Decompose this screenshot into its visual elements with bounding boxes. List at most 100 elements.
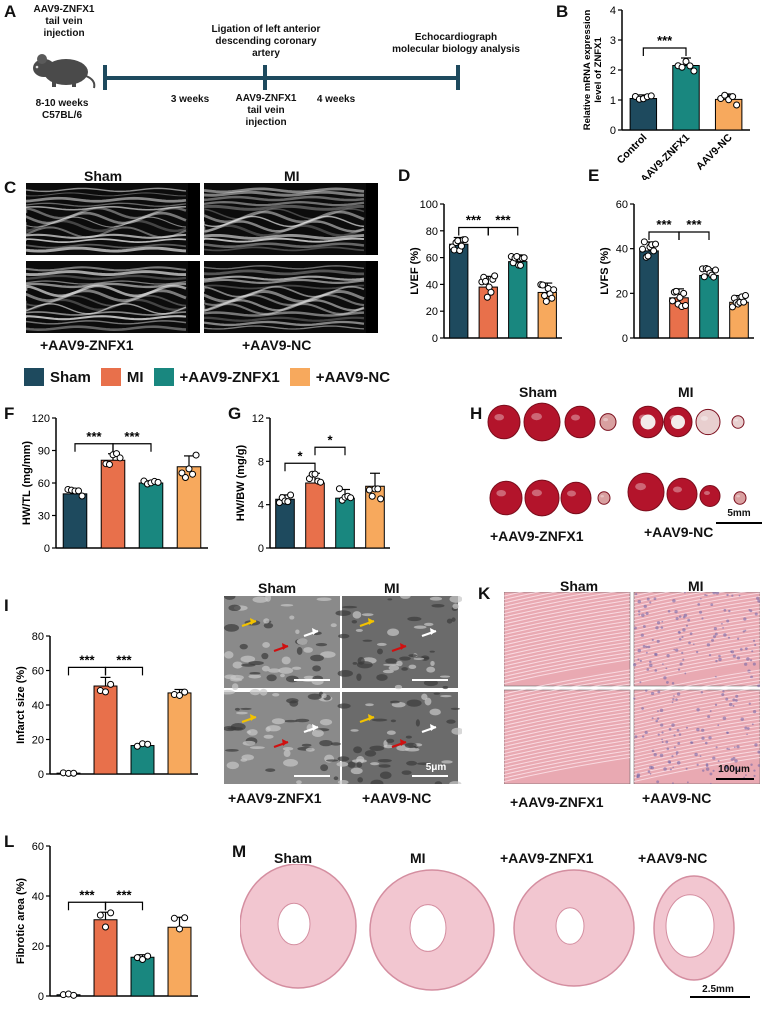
data-point: [638, 245, 646, 253]
timeline-axis: [103, 65, 460, 90]
data-point: [311, 470, 319, 478]
data-point: [640, 238, 648, 246]
panel-letter-d: D: [398, 166, 411, 185]
bar: [93, 919, 118, 997]
y-tick-label: 0: [622, 333, 628, 345]
m-label-sham: Sham: [274, 850, 313, 866]
chart-e-lvfs: 0 20 40 60 LVFS (%) *** ***: [599, 199, 754, 345]
y-tick-label: 80: [32, 631, 44, 643]
panel-letter-b: B: [556, 2, 569, 21]
bar: [335, 497, 355, 549]
h-label-znfx1: +AAV9-ZNFX1: [490, 528, 584, 544]
data-point: [185, 465, 193, 473]
data-point: [700, 273, 708, 281]
data-point: [652, 240, 660, 248]
y-axis-label: HW/BW (mg/g): [235, 444, 247, 521]
data-point: [520, 254, 528, 262]
significance-label: ***: [79, 652, 95, 667]
significance-label: *: [297, 448, 303, 463]
y-axis-label: LVFS (%): [599, 247, 611, 295]
timeline-step1-line1: AAV9-ZNFX1: [33, 4, 95, 15]
data-point: [107, 909, 115, 917]
y-tick-label: 60: [32, 841, 44, 853]
y-axis-label: HW/TL (mg/mm): [21, 441, 33, 525]
mouse-age: 8-10 weeks: [35, 98, 89, 109]
legend-label-nc: +AAV9-NC: [315, 368, 391, 386]
h-label-nc: +AAV9-NC: [644, 524, 714, 540]
bar: [93, 685, 118, 775]
y-tick-label: 2: [610, 65, 616, 77]
significance-bracket: [284, 462, 316, 472]
legend-swatch-sham: [24, 368, 44, 386]
data-point: [70, 769, 78, 777]
m-label-mi: MI: [410, 850, 426, 866]
j-label-nc: +AAV9-NC: [362, 790, 432, 806]
timeline-step2-line2: tail vein: [247, 105, 285, 116]
data-point: [454, 237, 462, 245]
y-tick-label: 40: [32, 891, 44, 903]
legend-swatch-nc: [289, 368, 310, 386]
data-point: [682, 58, 690, 66]
data-point: [682, 302, 690, 310]
y-tick-label: 60: [38, 478, 50, 490]
significance-label: ***: [686, 217, 702, 232]
data-point: [729, 93, 737, 101]
data-point: [102, 923, 109, 931]
bar: [167, 692, 192, 775]
data-point: [548, 294, 556, 302]
j-scale-label: 5μm: [425, 762, 447, 773]
data-point: [542, 297, 550, 305]
legend-label-znfx1: +AAV9-ZNFX1: [179, 368, 280, 386]
data-point: [144, 740, 152, 748]
significance-label: ***: [495, 213, 511, 228]
y-tick-label: 30: [38, 511, 50, 523]
data-point: [189, 470, 197, 478]
significance-bracket: [74, 443, 114, 452]
significance-label: ***: [116, 652, 132, 667]
j-label-sham: Sham: [258, 580, 297, 596]
bar: [138, 482, 164, 549]
bar: [629, 98, 658, 131]
ligation-label: Ligation of left anterior descending cor…: [196, 24, 336, 60]
bar: [639, 250, 659, 339]
data-point: [647, 92, 655, 100]
bar: [305, 482, 325, 549]
timeline-step2-line1: AAV9-ZNFX1: [235, 93, 297, 104]
data-point: [374, 485, 382, 493]
legend-item-znfx1: +AAV9-ZNFX1: [153, 368, 280, 386]
significance-bracket: [642, 47, 687, 56]
legend-swatch-mi: [100, 368, 121, 386]
data-point: [102, 688, 109, 696]
data-point: [487, 288, 495, 296]
y-tick-label: 60: [32, 666, 44, 678]
panel-letter-h: H: [470, 404, 483, 423]
data-point: [154, 478, 162, 486]
data-point: [284, 498, 292, 506]
y-tick-label: 0: [44, 543, 50, 555]
data-point: [461, 236, 469, 244]
legend-item-sham: Sham: [24, 368, 91, 386]
legend-item-mi: MI: [100, 368, 144, 386]
data-point: [139, 955, 146, 963]
y-tick-label: 0: [432, 333, 438, 345]
ligation-line1: Ligation of left anterior: [211, 24, 321, 35]
data-point: [176, 925, 183, 933]
data-point: [742, 292, 750, 300]
significance-bracket: [67, 666, 107, 676]
c-label-znfx1: +AAV9-ZNFX1: [40, 337, 134, 353]
timeline-step2-line3: injection: [245, 117, 287, 128]
y-tick-label: 40: [426, 279, 438, 291]
data-point: [740, 298, 748, 306]
data-point: [678, 63, 686, 71]
k-label-znfx1: +AAV9-ZNFX1: [510, 794, 604, 810]
endpoint-label: Echocardiograph molecular biology analys…: [376, 32, 536, 56]
data-point: [96, 911, 104, 919]
y-tick-label: 12: [252, 413, 264, 425]
timeline-step1-line2: tail vein: [45, 16, 83, 27]
timeline-step1-line3: injection: [43, 28, 85, 39]
k-scale-label: 100μm: [718, 764, 750, 775]
bar: [699, 274, 719, 339]
significance-bracket: [458, 226, 489, 236]
mouse-icon: [33, 54, 96, 89]
data-point: [550, 286, 558, 294]
